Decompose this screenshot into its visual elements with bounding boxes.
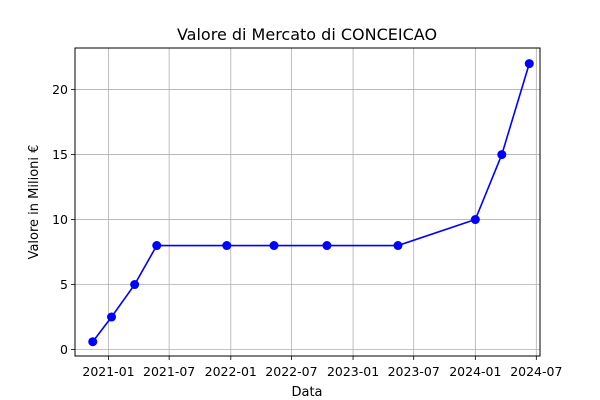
series-line — [92, 63, 531, 343]
data-point — [88, 337, 98, 347]
x-tick-label: 2023-07 — [388, 364, 440, 379]
x-axis-label: Data — [291, 385, 322, 400]
y-tick-label: 10 — [52, 212, 68, 227]
y-tick-label: 5 — [60, 277, 68, 292]
data-point — [393, 241, 403, 251]
data-point — [524, 59, 534, 69]
plot-area — [74, 47, 541, 357]
y-tick-label: 15 — [52, 147, 68, 162]
y-axis: 0 5 10 15 20 — [52, 82, 75, 357]
y-tick-label: 20 — [52, 82, 68, 97]
x-tick-label: 2021-07 — [143, 364, 195, 379]
data-point — [130, 280, 140, 290]
x-tick-label: 2022-01 — [205, 364, 257, 379]
data-point — [107, 312, 117, 322]
data-point — [269, 241, 279, 251]
data-point — [152, 241, 162, 251]
data-point — [322, 241, 332, 251]
data-point — [497, 150, 507, 160]
x-tick-label: 2024-07 — [510, 364, 562, 379]
x-axis: 2021-01 2021-07 2022-01 2022-07 2023-01 2023-… — [82, 356, 562, 379]
x-tick-label: 2021-01 — [82, 364, 134, 379]
series-layer — [88, 59, 534, 347]
data-point — [222, 241, 232, 251]
x-tick-label: 2024-01 — [449, 364, 501, 379]
chart-title: Valore di Mercato di CONCEICAO — [177, 25, 437, 44]
grid — [75, 48, 540, 356]
x-tick-label: 2022-07 — [265, 364, 317, 379]
x-tick-label: 2023-01 — [327, 364, 379, 379]
y-tick-label: 0 — [60, 342, 68, 357]
data-point — [470, 215, 480, 225]
y-axis-label: Valore in Milioni € — [27, 145, 42, 260]
